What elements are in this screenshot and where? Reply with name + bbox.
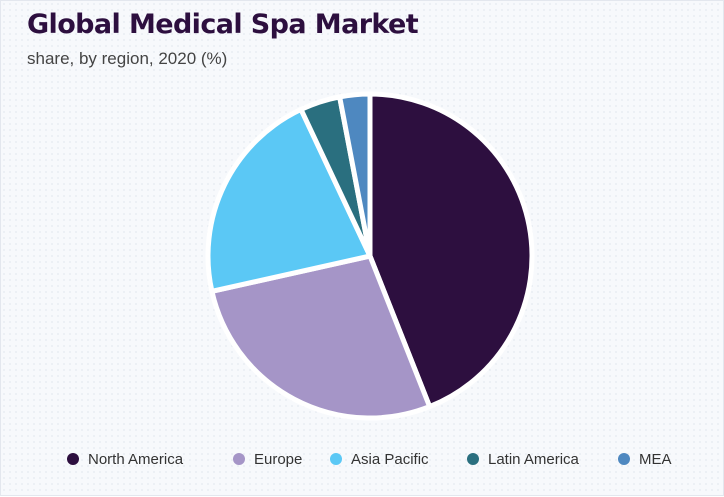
legend-item-mea: MEA — [618, 448, 672, 470]
legend-label-mea: MEA — [639, 450, 672, 468]
chart-subtitle: share, by region, 2020 (%) — [27, 49, 228, 68]
legend-label-europe: Europe — [254, 450, 303, 468]
pie-slice-north-america — [367, 91, 535, 410]
chart-legend: North America Europe Asia Pacific Latin Ame… — [1, 448, 724, 470]
legend-item-latin-america: Latin America — [467, 448, 579, 470]
legend-marker-asia-pacific — [330, 453, 342, 465]
pie-slice-europe — [209, 253, 433, 421]
chart-title: Global Medical Spa Market — [27, 9, 419, 40]
legend-label-asia-pacific: Asia Pacific — [351, 450, 429, 468]
pie-slice-asia-pacific — [205, 106, 373, 294]
legend-label-latin-america: Latin America — [488, 450, 579, 468]
legend-item-europe: Europe — [233, 448, 302, 470]
legend-marker-latin-america — [467, 453, 479, 465]
legend-item-asia-pacific: Asia Pacific — [330, 448, 429, 470]
legend-marker-mea — [618, 453, 630, 465]
legend-label-north-america: North America — [88, 450, 184, 468]
pie-slice-mea — [337, 91, 373, 259]
legend-marker-north-america — [67, 453, 79, 465]
legend-marker-europe — [233, 453, 245, 465]
legend-item-north-america: North America — [67, 448, 183, 470]
